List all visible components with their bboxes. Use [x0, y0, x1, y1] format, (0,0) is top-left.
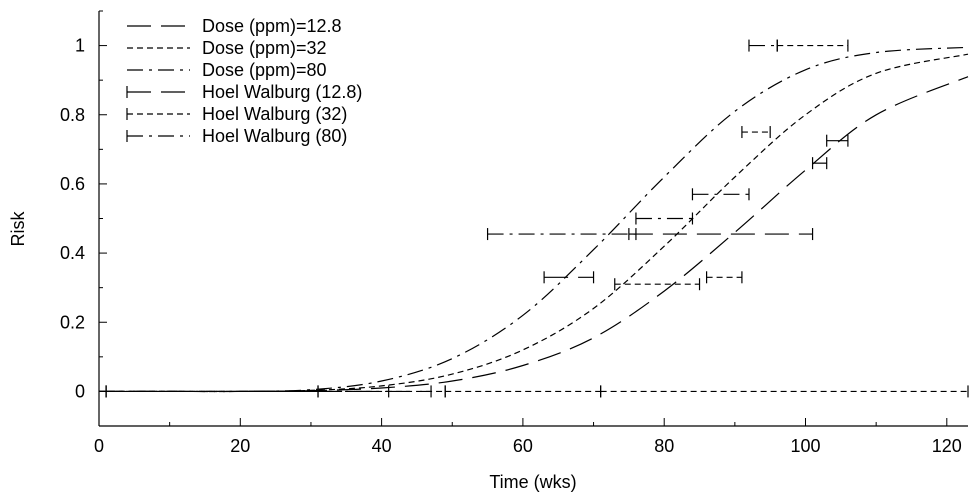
interval-segment: [543, 271, 595, 284]
x-tick-label: 100: [790, 436, 820, 456]
x-tick-label: 0: [94, 436, 104, 456]
interval-segment: [826, 134, 849, 147]
legend-label: Hoel Walburg (12.8): [202, 82, 362, 102]
legend-label: Dose (ppm)=80: [202, 60, 327, 80]
legend-item: Dose (ppm)=32: [127, 38, 327, 58]
interval-segment: [486, 228, 637, 241]
dose-curve-3: [98, 46, 969, 393]
legend-item: Dose (ppm)=12.8: [127, 16, 342, 36]
legend-item: Hoel Walburg (32): [126, 104, 347, 124]
y-axis-label: Risk: [8, 211, 28, 247]
y-tick-label: 0.2: [60, 312, 85, 332]
interval-segment: [635, 212, 694, 225]
interval-segment: [748, 39, 778, 52]
hoel-walburg-intervals: [105, 39, 969, 398]
interval-segment: [811, 157, 828, 170]
y-tick-label: 0: [75, 381, 85, 401]
interval-segment: [628, 228, 814, 241]
y-tick-label: 0.4: [60, 243, 85, 263]
x-tick-label: 40: [372, 436, 392, 456]
legend-label: Dose (ppm)=32: [202, 38, 327, 58]
legend-item: Dose (ppm)=80: [127, 60, 327, 80]
interval-segment: [691, 188, 750, 201]
y-tick-label: 0.6: [60, 174, 85, 194]
legend-item: Hoel Walburg (80): [126, 126, 347, 146]
interval-segment: [776, 39, 849, 52]
x-tick-label: 60: [513, 436, 533, 456]
interval-segment: [600, 385, 969, 398]
legend-item: Hoel Walburg (12.8): [126, 82, 362, 102]
x-axis-ticks: 0 20 40 60 80 100 120: [94, 418, 962, 456]
interval-segment: [105, 385, 390, 398]
legend-label: Dose (ppm)=12.8: [202, 16, 342, 36]
interval-segment: [705, 271, 743, 284]
legend-label: Hoel Walburg (32): [202, 104, 347, 124]
interval-segment: [741, 126, 771, 139]
interval-segment: [614, 278, 701, 291]
interval-segment: [444, 385, 602, 398]
x-tick-label: 80: [654, 436, 674, 456]
y-tick-label: 1: [75, 36, 85, 56]
x-tick-label: 120: [932, 436, 962, 456]
y-axis-ticks: 0 0.2 0.4 0.6 0.8 1: [60, 10, 107, 427]
y-tick-label: 0.8: [60, 105, 85, 125]
x-tick-label: 20: [230, 436, 250, 456]
x-axis-label: Time (wks): [489, 472, 576, 492]
legend-label: Hoel Walburg (80): [202, 126, 347, 146]
